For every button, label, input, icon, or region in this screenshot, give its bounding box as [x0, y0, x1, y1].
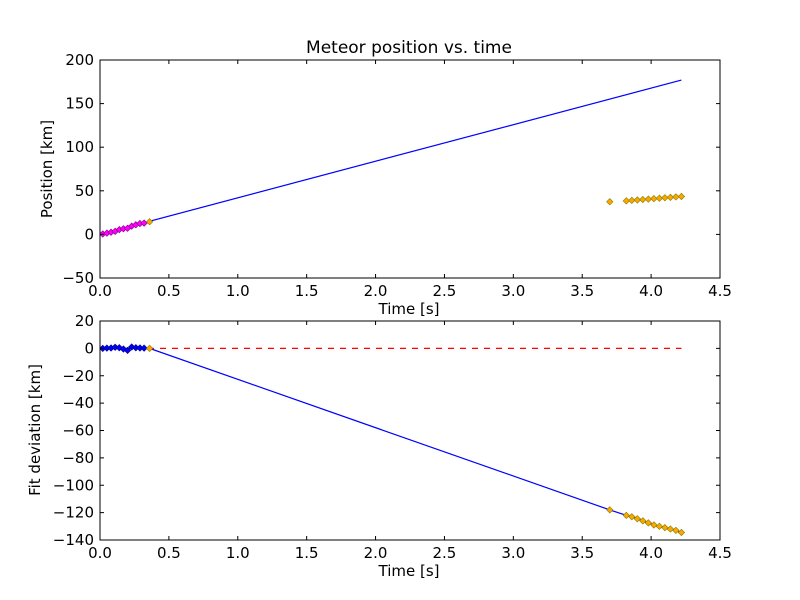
series-layer — [100, 343, 686, 537]
y-tick-label: 150 — [65, 95, 94, 113]
y-tick-label: 0 — [84, 225, 94, 243]
plot-area: 0.0 0.5 1.0 1.5 2.0 2.5 3.0 3.5 4.0 4.5 −140 −120 −1… — [53, 312, 732, 562]
data-point — [622, 197, 630, 205]
data-point — [655, 522, 664, 530]
data-point — [655, 194, 664, 202]
y-tick-label: −40 — [62, 394, 94, 412]
data-point — [622, 511, 630, 519]
x-tick-label: 2.5 — [433, 282, 457, 300]
y-tick-label: 200 — [65, 51, 94, 69]
x-tick-label: 2.5 — [433, 544, 457, 562]
x-tick-label: 3.0 — [501, 282, 525, 300]
data-point — [633, 196, 641, 204]
x-axis-label: Time [s] — [378, 300, 440, 318]
data-point — [672, 193, 680, 201]
y-tick-label: −140 — [53, 531, 94, 549]
data-point — [661, 194, 669, 202]
data-point — [115, 344, 123, 352]
x-tick-label: 4.5 — [708, 282, 732, 300]
data-point — [677, 192, 686, 201]
y-axis-label: Position [km] — [38, 120, 56, 218]
data-point — [140, 344, 148, 352]
fit-line — [100, 79, 682, 235]
x-tick-label: 0.0 — [88, 544, 112, 562]
y-tick-label: −80 — [62, 449, 94, 467]
data-point — [650, 521, 658, 529]
data-point — [644, 195, 652, 203]
x-tick-label: 2.0 — [364, 544, 388, 562]
deviation-chart: Time [s] Fit deviation [km] 0.0 0.5 1.0 1.5… — [26, 312, 732, 580]
data-point — [123, 346, 132, 355]
series-layer — [100, 79, 686, 238]
data-point — [650, 195, 658, 203]
data-point — [677, 528, 686, 537]
x-tick-label: 3.0 — [501, 544, 525, 562]
data-point — [633, 515, 641, 523]
x-tick-label: 4.5 — [708, 544, 732, 562]
x-tick-label: 2.0 — [364, 282, 388, 300]
y-tick-label: −120 — [53, 504, 94, 522]
data-point — [145, 344, 154, 352]
data-point — [606, 198, 614, 206]
data-point — [672, 526, 680, 535]
y-tick-label: 100 — [65, 138, 94, 156]
y-tick-label: 0 — [84, 339, 94, 357]
plot-frame — [99, 59, 721, 279]
y-tick-label: −50 — [62, 269, 94, 287]
data-point — [145, 218, 154, 226]
data-point — [666, 193, 675, 201]
x-tick-label: 1.5 — [295, 544, 319, 562]
data-point — [628, 513, 636, 521]
y-tick-label: −60 — [62, 422, 94, 440]
chart-title: Meteor position vs. time — [306, 38, 512, 58]
data-point — [666, 525, 675, 533]
y-axis-label: Fit deviation [km] — [26, 364, 44, 496]
x-tick-label: 4.0 — [639, 544, 663, 562]
data-point — [661, 524, 669, 532]
x-tick-label: 4.0 — [639, 282, 663, 300]
plot-area: 0.0 0.5 1.0 1.5 2.0 2.5 3.0 3.5 4.0 4.5 −50 0 50 100 1… — [62, 51, 732, 300]
x-tick-label: 0.0 — [88, 282, 112, 300]
data-point — [628, 196, 636, 205]
data-point — [639, 517, 647, 525]
x-tick-label: 0.5 — [157, 544, 181, 562]
x-tick-label: 1.5 — [295, 282, 319, 300]
y-tick-label: −20 — [62, 367, 94, 385]
y-tick-label: 20 — [75, 312, 94, 330]
x-tick-label: 1.0 — [226, 282, 250, 300]
x-tick-label: 3.5 — [570, 282, 594, 300]
y-tick-label: −100 — [53, 476, 94, 494]
y-tick-label: 50 — [75, 182, 94, 200]
x-axis-label: Time [s] — [378, 562, 440, 580]
x-tick-label: 3.5 — [570, 544, 594, 562]
position-chart: Meteor position vs. time Time [s] Positi… — [38, 38, 732, 318]
data-point — [606, 506, 614, 514]
data-point — [639, 195, 647, 204]
data-point — [644, 519, 652, 527]
x-tick-label: 1.0 — [226, 544, 250, 562]
x-tick-label: 0.5 — [157, 282, 181, 300]
